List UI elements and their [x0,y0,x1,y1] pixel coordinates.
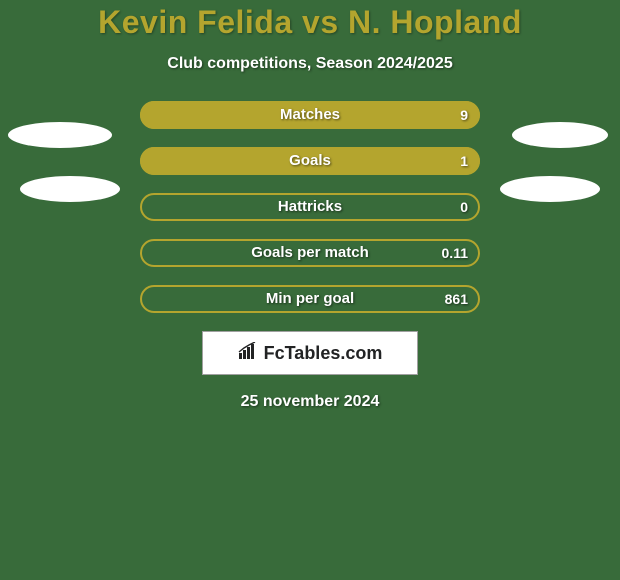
stat-bar-fill [140,147,480,175]
stat-bar-fill [140,101,480,129]
stat-bar-row: Matches9 [140,101,480,129]
stat-bar-track [140,193,480,221]
stat-bar-row: Goals1 [140,147,480,175]
stat-bar-track [140,239,480,267]
date-label: 25 november 2024 [0,393,620,411]
player-left-ellipse-1 [8,122,112,148]
stat-bar-row: Hattricks0 [140,193,480,221]
subtitle: Club competitions, Season 2024/2025 [0,55,620,73]
stat-bars: Matches9 Goals1 Hattricks0 Goals per match0… [140,101,480,313]
page-title: Kevin Felida vs N. Hopland [0,4,620,41]
stat-bar-row: Goals per match0.11 [140,239,480,267]
logo-box[interactable]: FcTables.com [202,331,418,375]
player-right-ellipse-2 [500,176,600,202]
player-left-ellipse-2 [20,176,120,202]
stat-bar-track [140,285,480,313]
player-right-ellipse-1 [512,122,608,148]
logo-text: FcTables.com [264,343,383,364]
comparison-card: Kevin Felida vs N. Hopland Club competit… [0,0,620,580]
barchart-icon [238,342,260,365]
stat-bar-row: Min per goal861 [140,285,480,313]
